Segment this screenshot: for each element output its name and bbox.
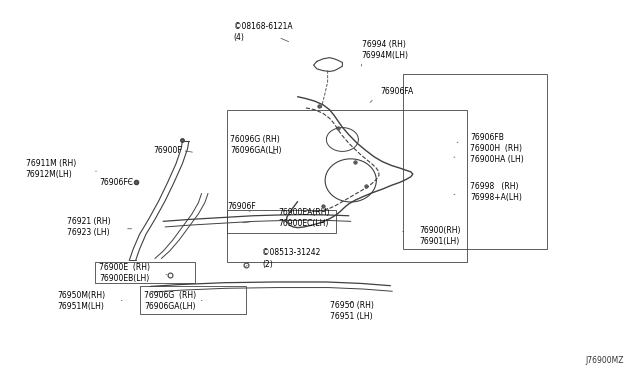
Text: ©08513-31242
(2): ©08513-31242 (2) <box>262 248 321 269</box>
Text: 76950 (RH)
76951 (LH): 76950 (RH) 76951 (LH) <box>330 301 374 321</box>
Text: 76906FB: 76906FB <box>470 133 504 142</box>
Bar <box>403 74 547 249</box>
Text: 76906F: 76906F <box>227 202 256 211</box>
Text: 76998   (RH)
76998+A(LH): 76998 (RH) 76998+A(LH) <box>470 182 522 202</box>
Text: 76950M(RH)
76951M(LH): 76950M(RH) 76951M(LH) <box>58 291 106 311</box>
Bar <box>140 286 246 314</box>
Text: 76900EA(RH)
76900EC(LH): 76900EA(RH) 76900EC(LH) <box>278 208 330 228</box>
Text: 76994 (RH)
76994M(LH): 76994 (RH) 76994M(LH) <box>362 40 408 60</box>
Text: ©08168-6121A
(4): ©08168-6121A (4) <box>234 22 292 42</box>
Text: 76906FA: 76906FA <box>381 87 414 96</box>
Text: 76096G (RH)
76096GA(LH): 76096G (RH) 76096GA(LH) <box>230 135 282 155</box>
Text: 76906FC: 76906FC <box>99 178 133 187</box>
Text: J76900MZ: J76900MZ <box>586 356 624 365</box>
Bar <box>95 262 195 283</box>
Text: 76911M (RH)
76912M(LH): 76911M (RH) 76912M(LH) <box>26 159 76 179</box>
Text: 76921 (RH)
76923 (LH): 76921 (RH) 76923 (LH) <box>67 217 111 237</box>
Text: 76900E  (RH)
76900EB(LH): 76900E (RH) 76900EB(LH) <box>99 263 150 283</box>
Text: 76900(RH)
76901(LH): 76900(RH) 76901(LH) <box>419 226 461 246</box>
Text: 76906G  (RH)
76906GA(LH): 76906G (RH) 76906GA(LH) <box>144 291 196 311</box>
Bar <box>227 210 336 232</box>
Text: 76900F: 76900F <box>154 146 182 155</box>
Bar <box>227 110 467 262</box>
Text: 76900H  (RH)
76900HA (LH): 76900H (RH) 76900HA (LH) <box>470 144 524 164</box>
